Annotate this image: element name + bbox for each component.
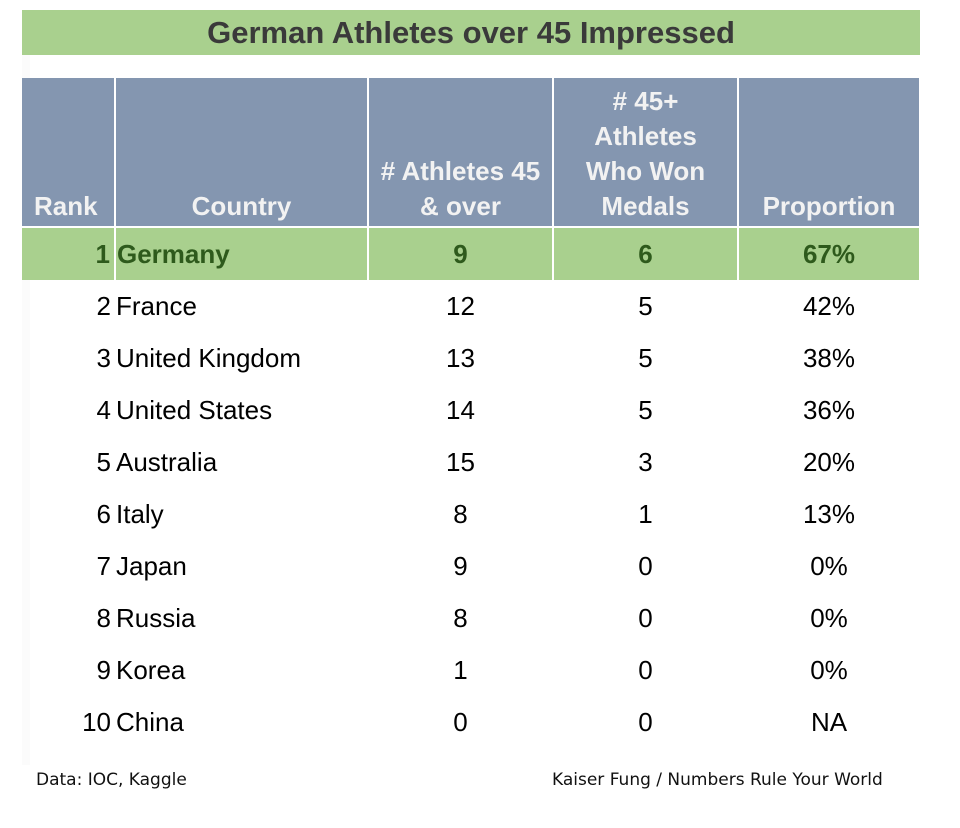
header-country: Country	[114, 78, 369, 227]
cell-rank: 9	[96, 654, 111, 685]
table-row: 8 Russia 8 0 0%	[22, 592, 920, 644]
header-athletes-line2: & over	[420, 191, 501, 221]
cell-medals: 0	[638, 706, 653, 737]
cell-rank: 2	[96, 290, 111, 321]
header-athletes: # Athletes 45 & over	[367, 78, 554, 227]
cell-proportion: 0%	[810, 550, 848, 581]
header-row: Rank Country # Athletes 45 & over # 45+ …	[22, 78, 921, 227]
table-row: 7 Japan 9 0 0%	[22, 540, 920, 592]
cell-medals: 5	[638, 342, 653, 373]
cell-medals: 1	[638, 498, 653, 529]
cell-country: China	[116, 706, 184, 737]
cell-country: France	[116, 290, 197, 321]
cell-rank: 1	[22, 226, 116, 280]
table-row: 9 Korea 1 0 0%	[22, 644, 920, 696]
cell-rank: 4	[96, 394, 111, 425]
cell-proportion: 36%	[802, 394, 856, 425]
cell-country: Japan	[116, 550, 187, 581]
cell-athletes: 15	[446, 446, 475, 477]
cell-athletes: 8	[453, 498, 468, 529]
cell-athletes: 9	[453, 550, 468, 581]
table-row: 3 United Kingdom 13 5 38%	[22, 332, 920, 384]
table-row: 2 France 12 5 42%	[22, 280, 920, 332]
header-proportion: Proportion	[737, 78, 921, 227]
chart-title: German Athletes over 45 Impressed	[22, 10, 920, 55]
cell-country: Australia	[116, 446, 218, 477]
cell-rank: 5	[96, 446, 111, 477]
cell-rank: 10	[82, 706, 111, 737]
cell-proportion: 13%	[802, 498, 856, 529]
cell-rank: 7	[96, 550, 111, 581]
cell-proportion: 0%	[810, 602, 848, 633]
cell-proportion: 67%	[737, 226, 921, 280]
cell-athletes: 1	[453, 654, 468, 685]
header-rank: Rank	[22, 78, 116, 227]
table-row: 5 Australia 15 3 20%	[22, 436, 920, 488]
table-row: 4 United States 14 5 36%	[22, 384, 920, 436]
table-row-highlighted: 1 Germany 9 6 67%	[22, 226, 921, 280]
cell-medals: 5	[638, 394, 653, 425]
data-source-note: Data: IOC, Kaggle	[36, 770, 187, 790]
table-row: 6 Italy 8 1 13%	[22, 488, 920, 540]
cell-medals: 0	[638, 654, 653, 685]
header-medals: # 45+ Athletes Who Won Medals	[552, 78, 739, 227]
header-medals-line3: Who Won	[585, 156, 706, 186]
cell-medals: 0	[638, 550, 653, 581]
cell-athletes: 8	[453, 602, 468, 633]
cell-rank: 3	[96, 342, 111, 373]
cell-athletes: 13	[446, 342, 475, 373]
cell-medals: 6	[552, 226, 739, 280]
ranking-table: Rank Country # Athletes 45 & over # 45+ …	[22, 78, 921, 748]
header-medals-line2: Athletes	[594, 121, 697, 151]
cell-athletes: 9	[367, 226, 554, 280]
left-shade	[22, 55, 30, 765]
cell-athletes: 0	[453, 706, 468, 737]
cell-proportion: 42%	[802, 290, 856, 321]
cell-proportion: 38%	[802, 342, 856, 373]
cell-medals: 3	[638, 446, 653, 477]
header-medals-line4: Medals	[601, 191, 690, 221]
header-athletes-line1: # Athletes 45	[380, 156, 541, 186]
header-medals-line1: # 45+	[612, 86, 679, 116]
table-row: 10 China 0 0 NA	[22, 696, 920, 748]
cell-country: United States	[116, 394, 273, 425]
cell-athletes: 12	[446, 290, 475, 321]
cell-country: Italy	[116, 498, 164, 529]
cell-proportion: NA	[810, 706, 848, 737]
author-credit: Kaiser Fung / Numbers Rule Your World	[552, 770, 883, 790]
cell-rank: 8	[96, 602, 111, 633]
cell-proportion: 20%	[802, 446, 856, 477]
cell-country: Germany	[114, 226, 369, 280]
cell-athletes: 14	[446, 394, 475, 425]
cell-medals: 0	[638, 602, 653, 633]
cell-medals: 5	[638, 290, 653, 321]
cell-country: Korea	[116, 654, 186, 685]
cell-proportion: 0%	[810, 654, 848, 685]
cell-country: Russia	[116, 602, 196, 633]
cell-country: United Kingdom	[116, 342, 301, 373]
cell-rank: 6	[96, 498, 111, 529]
